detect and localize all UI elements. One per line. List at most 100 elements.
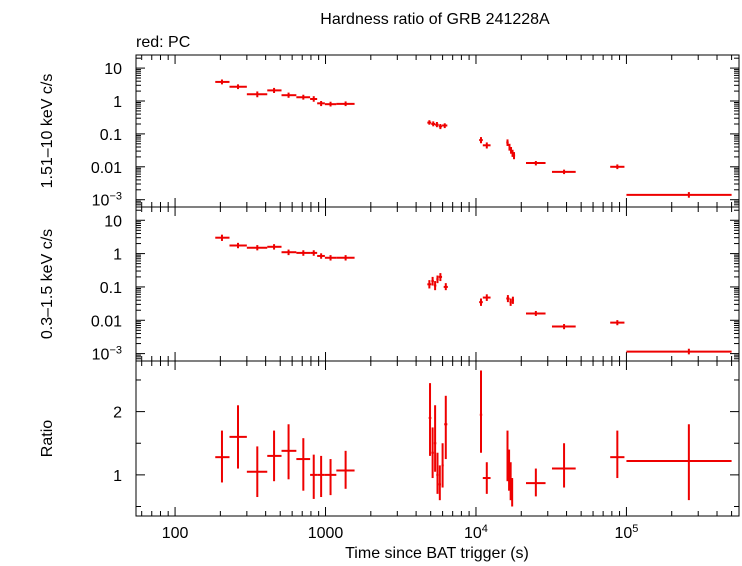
data-point [324, 459, 337, 496]
data-point [506, 295, 510, 303]
data-point [428, 383, 432, 456]
data-point [610, 320, 625, 326]
y-tick-label: 0.01 [91, 313, 122, 330]
data-point [296, 250, 311, 256]
data-point [215, 430, 230, 483]
y-tick-label: 0.1 [100, 127, 122, 144]
y-tick-label: 2 [113, 405, 122, 422]
data-point [482, 142, 491, 149]
data-point [509, 298, 512, 306]
data-point [525, 468, 546, 497]
data-point [336, 450, 355, 489]
data-point [479, 298, 483, 306]
data-point [508, 449, 511, 491]
data-point [551, 324, 576, 330]
data-point [427, 280, 432, 289]
x-tick-label: 1000 [308, 525, 344, 542]
y-tick-label: 0.1 [100, 280, 122, 297]
data-point [610, 164, 625, 170]
data-point [511, 478, 514, 507]
data-point [296, 94, 311, 100]
data-point [336, 255, 355, 261]
panel-frame [135, 206, 740, 362]
data-point [551, 443, 576, 488]
data-point [610, 430, 625, 479]
panel-hard: 10 1 0.1 0.01 10−3 1.51–10 keV c/s [39, 54, 740, 210]
data-point [324, 255, 337, 261]
data-point [508, 143, 511, 151]
y-axis-label: 1.51–10 keV c/s [39, 74, 56, 189]
y-ticks [136, 209, 739, 362]
data-points [215, 234, 732, 355]
data-point [433, 405, 437, 472]
y-tick-label: 1 [113, 468, 122, 485]
x-axis-label: Time since BAT trigger (s) [345, 545, 529, 562]
data-point [267, 430, 282, 482]
data-point [267, 244, 282, 250]
data-point [324, 101, 337, 107]
data-point [436, 452, 439, 494]
y-tick-label: 10 [104, 61, 122, 78]
data-points [215, 79, 732, 198]
y-tick-label: 10−3 [92, 345, 122, 364]
y-tick-label: 1 [113, 94, 122, 111]
x-tick-label: 105 [614, 523, 638, 542]
data-point [479, 370, 483, 453]
panel-ratio: 1 2 Ratio [39, 360, 740, 517]
data-point [443, 283, 448, 291]
y-axis-label: 0.3–1.5 keV c/s [39, 229, 56, 339]
y-axis-label: Ratio [39, 420, 56, 457]
data-point [510, 146, 513, 154]
data-point [441, 443, 444, 488]
x-tick-label: 100 [162, 525, 189, 542]
data-point [626, 348, 732, 355]
data-point [551, 169, 576, 175]
x-ticks [141, 361, 733, 516]
y-tick-label: 1 [113, 247, 122, 264]
y-ticks [136, 57, 739, 208]
data-point [281, 249, 297, 256]
data-point [513, 152, 516, 160]
data-point [506, 139, 509, 146]
data-point [317, 253, 325, 259]
data-point [229, 242, 247, 249]
data-point [435, 121, 439, 128]
data-point [336, 101, 355, 107]
data-point [281, 92, 297, 98]
data-point [525, 161, 546, 166]
y-tick-label: 0.01 [91, 160, 122, 177]
data-point [296, 438, 311, 491]
data-point [444, 395, 448, 460]
panel-soft: 10 1 0.1 0.01 10−3 0.3–1.5 keV c/s [39, 206, 740, 364]
chart-subtitle: red: PC [136, 34, 190, 51]
data-point [281, 424, 297, 480]
data-point [427, 120, 432, 125]
data-point [229, 84, 247, 90]
data-point [246, 91, 268, 98]
x-tick-label: 104 [464, 523, 488, 542]
data-point [431, 121, 436, 127]
panel-frame [135, 54, 740, 208]
panel-frame [135, 360, 740, 517]
data-point [626, 192, 732, 198]
data-point [436, 275, 439, 284]
data-point [433, 281, 437, 291]
data-point [431, 276, 434, 286]
data-point [317, 100, 325, 107]
data-point [246, 245, 268, 251]
data-point [442, 123, 448, 129]
data-point [431, 427, 434, 479]
chart-title: Hardness ratio of GRB 241228A [320, 11, 550, 28]
data-point [482, 462, 491, 494]
data-point [317, 455, 325, 498]
data-point [438, 465, 441, 501]
data-point [267, 87, 282, 93]
x-ticks [141, 207, 733, 361]
data-point [215, 79, 230, 85]
data-point [438, 123, 443, 130]
data-point [310, 454, 318, 499]
data-point [215, 234, 230, 241]
data-point [506, 430, 509, 482]
